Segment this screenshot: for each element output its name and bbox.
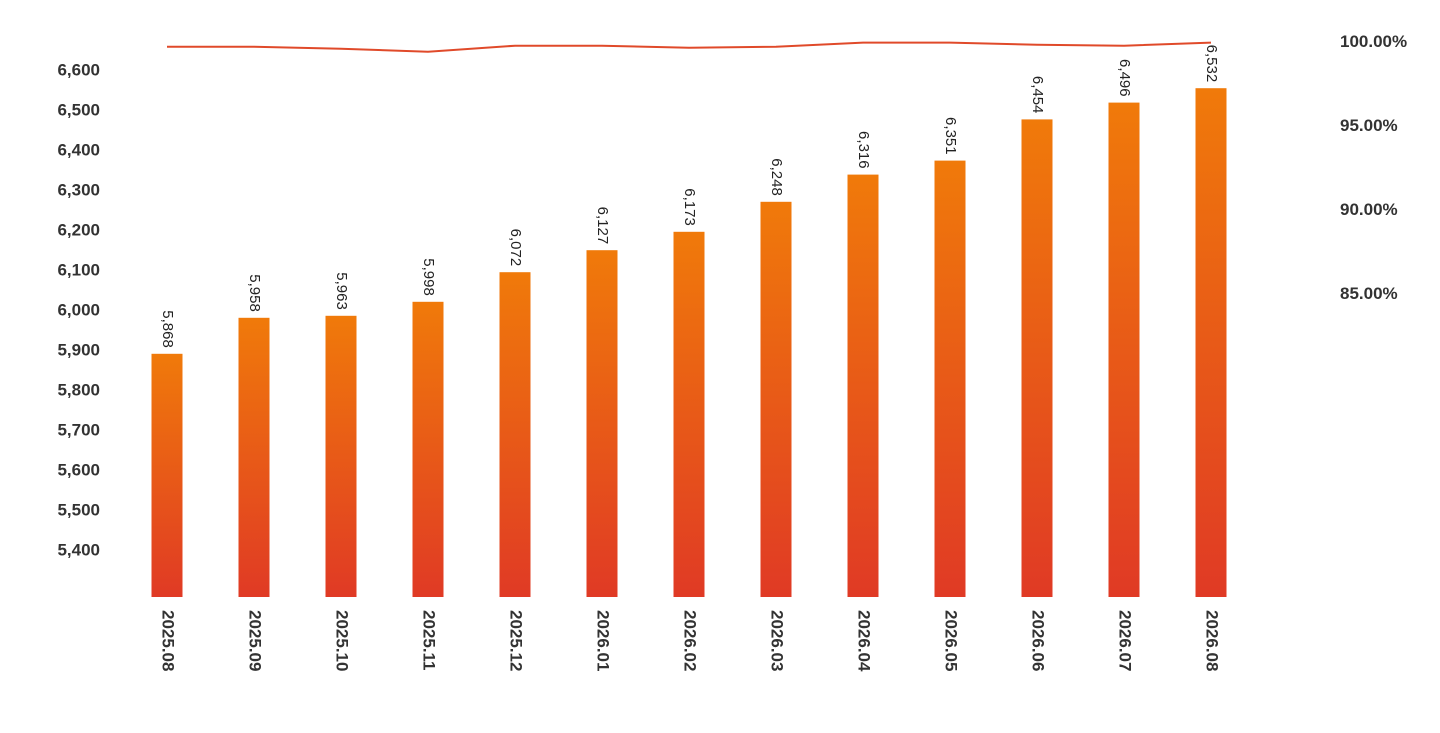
x-tick-label: 2026.07 (1116, 610, 1135, 671)
x-tick-label: 2026.04 (855, 610, 874, 672)
data-label: 6,248 (768, 158, 785, 196)
data-label: 5,998 (420, 258, 437, 296)
y-tick-label: 6,500 (57, 100, 100, 119)
bar (151, 353, 183, 597)
bar (1195, 88, 1227, 597)
data-label: 6,072 (507, 229, 524, 267)
y-tick-label: 6,600 (57, 60, 100, 79)
x-tick-label: 2025.10 (333, 610, 352, 671)
y-tick-label: 5,900 (57, 340, 100, 359)
data-label: 5,868 (159, 310, 176, 348)
x-tick-label: 2026.02 (681, 610, 700, 671)
x-tick-label: 2026.08 (1203, 610, 1222, 671)
bar (325, 315, 357, 597)
data-label: 5,963 (333, 272, 350, 310)
y-tick-label: 5,800 (57, 380, 100, 399)
data-label: 5,958 (246, 274, 263, 312)
x-tick-label: 2026.03 (768, 610, 787, 671)
x-tick-label: 2025.08 (159, 610, 178, 671)
y2-tick-label: 95.00% (1340, 116, 1398, 135)
y-tick-label: 6,200 (57, 220, 100, 239)
bar (499, 272, 531, 597)
data-label: 6,351 (942, 117, 959, 155)
data-label: 6,496 (1116, 59, 1133, 97)
x-tick-label: 2026.01 (594, 610, 613, 671)
bar (934, 160, 966, 597)
bar (586, 250, 618, 597)
bar (238, 317, 270, 597)
data-label: 6,316 (855, 131, 872, 169)
y-tick-label: 5,500 (57, 500, 100, 519)
x-tick-label: 2025.09 (246, 610, 265, 671)
x-tick-label: 2025.11 (420, 610, 439, 671)
data-label: 6,532 (1203, 45, 1220, 83)
line (167, 41, 1212, 53)
bar (412, 301, 444, 597)
y-tick-label: 5,600 (57, 460, 100, 479)
y2-tick-label: 90.00% (1340, 200, 1398, 219)
y-tick-label: 6,000 (57, 300, 100, 319)
y2-tick-label: 100.00% (1340, 32, 1407, 51)
y-tick-label: 6,300 (57, 180, 100, 199)
y-tick-label: 5,700 (57, 420, 100, 439)
data-label: 6,127 (594, 207, 611, 245)
y-tick-label: 6,100 (57, 260, 100, 279)
y-tick-label: 5,400 (57, 540, 100, 559)
x-tick-label: 2025.12 (507, 610, 526, 671)
bar (1108, 102, 1140, 597)
data-label: 6,173 (681, 188, 698, 226)
data-label: 6,454 (1029, 76, 1046, 114)
x-tick-label: 2026.05 (942, 610, 961, 671)
bar (760, 201, 792, 598)
bar (673, 231, 705, 598)
bar (1021, 119, 1053, 598)
bar (847, 174, 879, 597)
x-tick-label: 2026.06 (1029, 610, 1048, 671)
y2-tick-label: 85.00% (1340, 284, 1398, 303)
y-tick-label: 6,400 (57, 140, 100, 159)
